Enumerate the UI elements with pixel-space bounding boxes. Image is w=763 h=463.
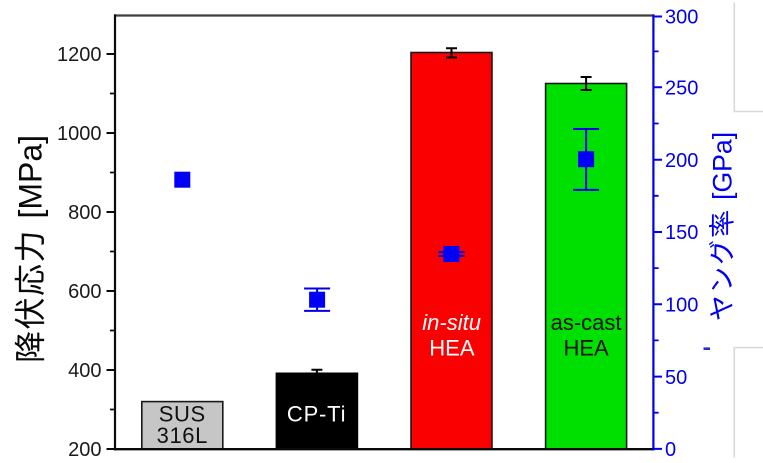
svg-text:HEA: HEA [429,335,475,360]
svg-text:CP-Ti: CP-Ti [287,401,346,426]
svg-text:150: 150 [665,222,698,244]
svg-text:200: 200 [68,439,101,461]
svg-text:HEA: HEA [563,335,609,360]
svg-text:250: 250 [665,78,698,100]
svg-text:[MPa]: [MPa] [13,135,49,219]
svg-text:[GPa]: [GPa] [707,132,737,200]
svg-text:600: 600 [68,281,101,303]
svg-text:50: 50 [665,367,687,389]
svg-text:400: 400 [68,360,101,382]
svg-text:300: 300 [665,7,698,29]
svg-text:800: 800 [68,202,101,224]
svg-text:100: 100 [665,295,698,317]
svg-text:1200: 1200 [57,44,102,66]
svg-text:1000: 1000 [57,123,102,145]
svg-text:316L: 316L [157,423,208,448]
svg-text:SUS: SUS [159,401,206,426]
svg-text:200: 200 [665,150,698,172]
svg-text:0: 0 [665,439,676,461]
svg-text:as-cast: as-cast [551,310,622,335]
svg-text:in-situ: in-situ [422,310,481,335]
